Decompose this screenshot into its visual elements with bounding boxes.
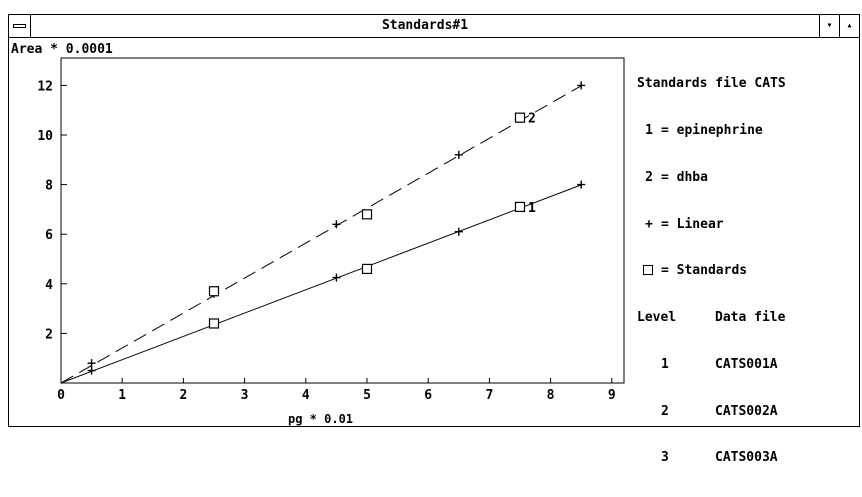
series-label: 2 bbox=[528, 112, 536, 127]
legend-symbol: + bbox=[645, 216, 653, 232]
x-tick-label: 1 bbox=[118, 388, 126, 403]
legend-item: + = Linear bbox=[637, 217, 786, 233]
data-file-name: CATS003A bbox=[715, 450, 778, 466]
y-tick-label: 8 bbox=[45, 179, 53, 194]
linear-point-marker bbox=[332, 220, 341, 229]
level-row: 2 CATS002A bbox=[637, 404, 786, 420]
legend-item: 1 = epinephrine bbox=[637, 123, 786, 139]
y-tick-label: 10 bbox=[37, 129, 53, 144]
legend-text: = epinephrine bbox=[661, 122, 763, 138]
x-tick-label: 5 bbox=[363, 388, 371, 403]
legend-header: Standards file CATS bbox=[637, 76, 786, 92]
linear-point-marker bbox=[87, 366, 96, 375]
y-tick-label: 12 bbox=[37, 79, 53, 94]
y-tick-label: 4 bbox=[45, 278, 53, 293]
system-menu-button[interactable] bbox=[9, 15, 31, 37]
series-2-fit-line bbox=[60, 85, 582, 384]
level-row: 1 CATS001A bbox=[637, 357, 786, 373]
x-tick-label: 6 bbox=[424, 388, 432, 403]
x-tick-label: 3 bbox=[241, 388, 249, 403]
series-labels: 12 bbox=[528, 112, 536, 216]
plot-frame bbox=[60, 57, 625, 384]
legend-item: 2 = dhba bbox=[637, 170, 786, 186]
linear-point-marker bbox=[454, 227, 463, 236]
series-1-fit-line bbox=[60, 184, 582, 384]
linear-point-marker bbox=[577, 81, 586, 90]
y-tick-label: 2 bbox=[45, 327, 53, 342]
x-tick-label: 2 bbox=[179, 388, 187, 403]
level-number: 1 bbox=[661, 356, 669, 372]
chart-window: Standards#1 ▾ ▴ Area * 0.0001 pg * 0.01 … bbox=[8, 14, 860, 465]
legend-panel: Standards file CATS 1 = epinephrine 2 = dh… bbox=[637, 45, 786, 497]
minimize-icon: ▾ bbox=[826, 20, 833, 31]
legend-symbol: 2 bbox=[645, 169, 653, 185]
x-axis-label: pg * 0.01 bbox=[288, 412, 353, 426]
standard-point-marker bbox=[208, 286, 220, 297]
linear-point-marker bbox=[577, 180, 586, 189]
data-file-column-header: Data file bbox=[715, 310, 786, 326]
title-bar: Standards#1 ▾ ▴ bbox=[9, 15, 859, 38]
level-row: 3 CATS003A bbox=[637, 450, 786, 466]
legend-symbol: 1 bbox=[645, 122, 653, 138]
level-column-header: Level bbox=[637, 310, 677, 326]
data-file-name: CATS001A bbox=[715, 356, 778, 372]
square-marker-icon bbox=[642, 265, 653, 276]
y-tick-label: 6 bbox=[45, 228, 53, 243]
minimize-button[interactable]: ▾ bbox=[819, 15, 839, 37]
x-tick-label: 9 bbox=[608, 388, 616, 403]
level-number: 3 bbox=[661, 450, 669, 466]
maximize-button[interactable]: ▴ bbox=[839, 15, 859, 37]
maximize-icon: ▴ bbox=[846, 20, 853, 31]
legend-text: = Standards bbox=[661, 263, 748, 279]
data-marks bbox=[87, 81, 586, 375]
standard-point-marker bbox=[361, 209, 373, 220]
legend-text: = Linear bbox=[661, 216, 724, 232]
standard-point-marker bbox=[514, 201, 526, 213]
data-file-name: CATS002A bbox=[715, 403, 778, 419]
legend-text: = dhba bbox=[661, 169, 708, 185]
window-title: Standards#1 bbox=[381, 18, 469, 33]
standard-point-marker bbox=[208, 318, 220, 329]
standard-point-marker bbox=[514, 112, 526, 123]
x-tick-label: 8 bbox=[547, 388, 555, 403]
series-label: 1 bbox=[528, 201, 536, 216]
linear-point-marker bbox=[332, 273, 341, 282]
chart-plot: Area * 0.0001 pg * 0.01 0 1 2 3 4 5 6 7 8 9246810… bbox=[11, 42, 625, 426]
x-tick-label: 4 bbox=[302, 388, 310, 403]
standard-point-marker bbox=[361, 263, 373, 275]
level-number: 2 bbox=[661, 403, 669, 419]
x-tick-label: 0 bbox=[57, 388, 65, 403]
linear-point-marker bbox=[87, 359, 96, 368]
linear-point-marker bbox=[454, 150, 463, 159]
legend-item: = Standards bbox=[637, 263, 786, 279]
fit-lines bbox=[60, 85, 582, 384]
x-tick-label: 7 bbox=[485, 388, 493, 403]
system-menu-icon bbox=[13, 24, 26, 28]
y-axis-label: Area * 0.0001 bbox=[11, 42, 113, 57]
level-table-header: Level Data file bbox=[637, 310, 786, 326]
